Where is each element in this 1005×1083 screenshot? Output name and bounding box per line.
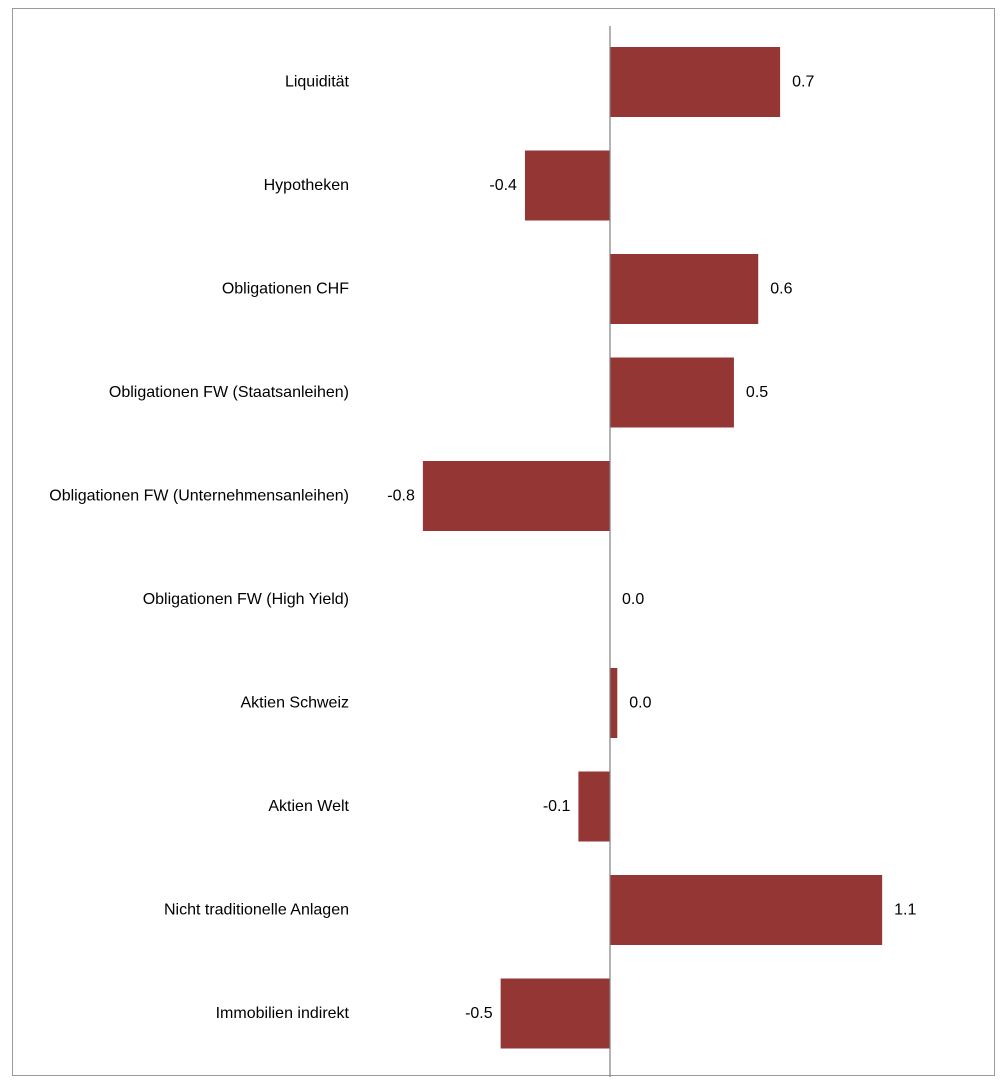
value-label: -0.5 <box>465 1005 493 1022</box>
category-label: Obligationen FW (Staatsanleihen) <box>109 384 349 401</box>
value-label: 0.5 <box>746 384 768 401</box>
bar <box>422 461 610 531</box>
category-label: Liquidität <box>285 74 350 91</box>
value-label: -0.1 <box>543 798 571 815</box>
bar <box>610 875 883 945</box>
bar <box>610 357 734 428</box>
value-label: -0.4 <box>489 177 517 194</box>
category-label: Obligationen FW (High Yield) <box>143 591 349 608</box>
bar <box>578 771 610 842</box>
bar <box>610 47 781 117</box>
category-label: Aktien Schweiz <box>241 695 350 712</box>
category-label: Nicht traditionelle Anlagen <box>164 902 349 919</box>
value-label: -0.8 <box>387 488 415 505</box>
category-label: Obligationen CHF <box>222 281 349 298</box>
bar <box>610 668 618 738</box>
category-label: Aktien Welt <box>268 798 349 815</box>
value-label: 0.6 <box>770 281 792 298</box>
category-label: Hypotheken <box>264 177 349 194</box>
value-label: 0.7 <box>792 74 814 91</box>
bar <box>610 254 759 324</box>
value-label: 0.0 <box>622 591 644 608</box>
bar-chart: Liquidität 0.7 Hypotheken -0.4 Obligationen … <box>49 26 917 1077</box>
bar <box>524 150 610 221</box>
category-label: Obligationen FW (Unternehmensanleihen) <box>49 488 349 505</box>
category-label: Immobilien indirekt <box>216 1005 350 1022</box>
value-label: 1.1 <box>894 902 916 919</box>
value-label: 0.0 <box>629 695 651 712</box>
chart-frame: Liquidität 0.7 Hypotheken -0.4 Obligationen … <box>12 8 995 1077</box>
bar <box>500 978 610 1049</box>
